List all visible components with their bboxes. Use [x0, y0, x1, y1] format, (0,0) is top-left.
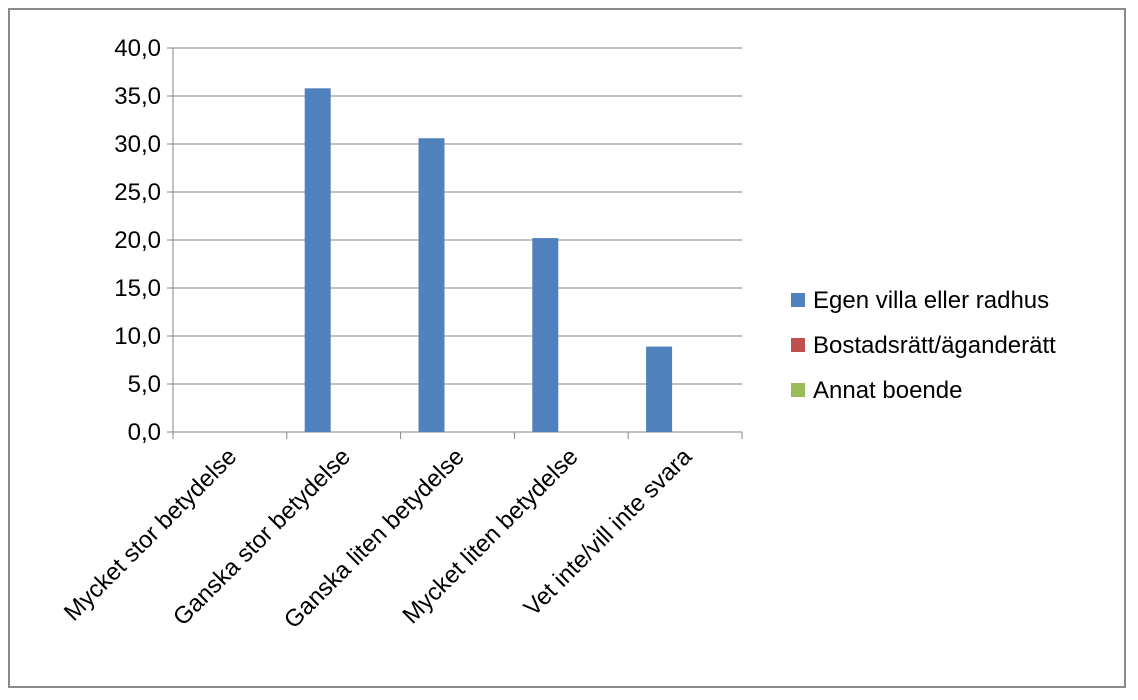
legend-swatch [791, 293, 805, 307]
y-tick-label: 20,0 [114, 227, 161, 254]
bar [418, 138, 445, 433]
legend-label: Egen villa eller radhus [813, 287, 1049, 314]
y-tick-label: 0,0 [128, 419, 161, 446]
bar [532, 238, 559, 432]
y-tick-label: 25,0 [114, 179, 161, 206]
legend-label: Annat boende [813, 377, 962, 404]
y-tick-label: 30,0 [114, 131, 161, 158]
y-tick-label: 15,0 [114, 275, 161, 302]
chart-frame: 0,0 5,0 10,0 15,0 20,0 25,0 30,0 35,0 40,0 Mycke… [8, 8, 1126, 688]
bars [304, 88, 673, 433]
legend-swatch [791, 338, 805, 352]
bar-chart: 0,0 5,0 10,0 15,0 20,0 25,0 30,0 35,0 40,0 Mycke… [59, 35, 1056, 634]
gridlines [173, 47, 742, 385]
y-tick-labels: 0,0 5,0 10,0 15,0 20,0 25,0 30,0 35,0 40,0 [114, 35, 161, 446]
y-tick-label: 35,0 [114, 83, 161, 110]
bar [646, 346, 673, 432]
y-tick-label: 40,0 [114, 35, 161, 62]
y-tick-label: 10,0 [114, 323, 161, 350]
y-tick-label: 5,0 [128, 371, 161, 398]
bar [304, 88, 331, 432]
legend-label: Bostadsrätt/äganderätt [813, 332, 1056, 359]
legend-swatch [791, 383, 805, 397]
legend: Egen villa eller radhus Bostadsrätt/ägand… [791, 287, 1056, 404]
